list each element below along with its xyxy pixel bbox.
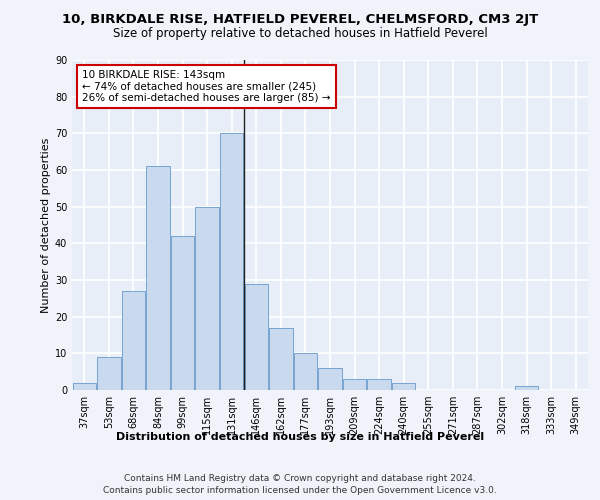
- Bar: [319, 368, 341, 390]
- Bar: [97, 357, 121, 390]
- Bar: [73, 382, 96, 390]
- Text: Size of property relative to detached houses in Hatfield Peverel: Size of property relative to detached ho…: [113, 28, 487, 40]
- Bar: [367, 379, 391, 390]
- Text: Distribution of detached houses by size in Hatfield Peverel: Distribution of detached houses by size …: [116, 432, 484, 442]
- Bar: [343, 379, 366, 390]
- Bar: [220, 134, 244, 390]
- Text: Contains public sector information licensed under the Open Government Licence v3: Contains public sector information licen…: [103, 486, 497, 495]
- Bar: [245, 284, 268, 390]
- Bar: [196, 206, 219, 390]
- Bar: [171, 236, 194, 390]
- Bar: [294, 354, 317, 390]
- Text: 10, BIRKDALE RISE, HATFIELD PEVEREL, CHELMSFORD, CM3 2JT: 10, BIRKDALE RISE, HATFIELD PEVEREL, CHE…: [62, 12, 538, 26]
- Bar: [122, 291, 145, 390]
- Text: Contains HM Land Registry data © Crown copyright and database right 2024.: Contains HM Land Registry data © Crown c…: [124, 474, 476, 483]
- Bar: [515, 386, 538, 390]
- Bar: [146, 166, 170, 390]
- Text: 10 BIRKDALE RISE: 143sqm
← 74% of detached houses are smaller (245)
26% of semi-: 10 BIRKDALE RISE: 143sqm ← 74% of detach…: [82, 70, 331, 103]
- Bar: [392, 382, 415, 390]
- Y-axis label: Number of detached properties: Number of detached properties: [41, 138, 50, 312]
- Bar: [269, 328, 293, 390]
